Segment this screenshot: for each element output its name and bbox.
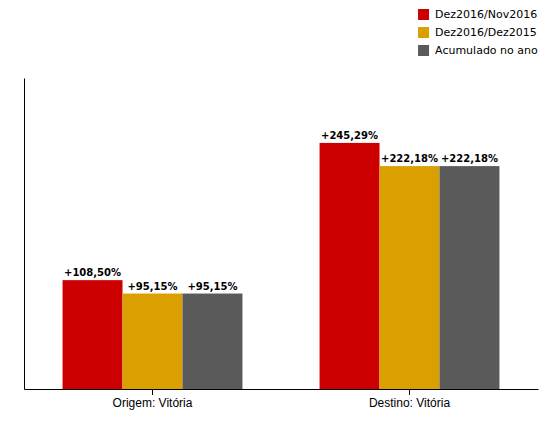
x-tick-mark	[409, 389, 410, 395]
y-axis-line	[24, 79, 25, 390]
legend-item: Acumulado no ano	[418, 44, 538, 57]
legend-item: Dez2016/Dez2015	[418, 26, 537, 39]
legend-label: Dez2016/Nov2016	[435, 8, 537, 21]
data-label: +222,18%	[381, 153, 438, 164]
bar	[63, 280, 123, 389]
x-tick: Destino: Vitória	[369, 389, 450, 410]
data-label: +222,18%	[441, 153, 498, 164]
legend-item: Dez2016/Nov2016	[418, 8, 537, 21]
data-label: +245,29%	[321, 130, 378, 141]
bar	[439, 166, 499, 389]
data-labels: +108,50% +245,29% +95,15% +222,18% +95,15% +2…	[64, 130, 498, 292]
bar	[380, 166, 440, 389]
x-tick-mark	[152, 389, 153, 395]
legend-label: Dez2016/Dez2015	[435, 26, 537, 39]
data-label: +95,15%	[127, 281, 177, 292]
bar	[182, 294, 242, 389]
legend-swatch	[418, 27, 429, 38]
x-tick-label: Destino: Vitória	[369, 396, 450, 410]
chart: Origem: VitóriaDestino: Vitória+108,50%+…	[0, 0, 558, 429]
bar	[320, 143, 380, 389]
legend-label: Acumulado no ano	[435, 44, 538, 57]
data-label: +95,15%	[187, 281, 237, 292]
legend: Dez2016/Nov2016 Dez2016/Dez2015 Acumulado …	[418, 8, 538, 57]
x-axis-line	[25, 389, 539, 390]
x-tick: Origem: Vitória	[113, 389, 193, 410]
x-axis: Origem: Vitória Destino: Vitória	[25, 389, 539, 410]
bar	[123, 294, 183, 389]
legend-swatch	[418, 9, 429, 20]
plot: Origem: VitóriaDestino: Vitória+108,50%+…	[25, 79, 539, 410]
y-axis	[24, 79, 25, 390]
x-tick-label: Origem: Vitória	[113, 396, 193, 410]
data-label: +108,50%	[64, 267, 121, 278]
legend-swatch	[418, 45, 429, 56]
bars	[63, 143, 500, 389]
